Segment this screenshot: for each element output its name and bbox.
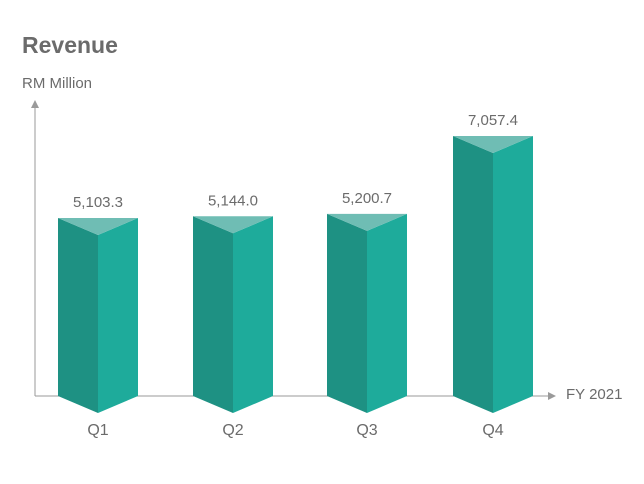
x-tick-label: Q1 bbox=[87, 422, 108, 439]
x-tick-label: Q2 bbox=[222, 422, 243, 439]
y-axis-arrow bbox=[31, 100, 39, 108]
bar-right-face bbox=[98, 218, 138, 413]
bar-top-cap bbox=[193, 216, 273, 234]
data-label: 5,103.3 bbox=[73, 194, 123, 211]
bar-left-face bbox=[193, 216, 233, 413]
bar: 5,144.0 Q2 bbox=[193, 192, 273, 439]
bar-right-face bbox=[233, 216, 273, 413]
y-axis-label: RM Million bbox=[22, 75, 93, 92]
x-axis-label: FY 2021 bbox=[566, 386, 623, 403]
bar-top-cap bbox=[327, 213, 407, 231]
data-label: 5,200.7 bbox=[342, 190, 392, 207]
bar-left-face bbox=[327, 213, 367, 413]
bar-left-face bbox=[58, 218, 98, 413]
bar-right-face bbox=[367, 213, 407, 413]
bar-top-cap bbox=[58, 218, 138, 235]
x-tick-label: Q4 bbox=[482, 422, 503, 439]
bar-right-face bbox=[493, 136, 533, 413]
bar-top-cap bbox=[453, 136, 533, 153]
bar: 7,057.4 Q4 bbox=[453, 112, 533, 439]
x-axis-arrow bbox=[548, 392, 556, 400]
bar-left-face bbox=[453, 136, 493, 413]
bars: 5,103.3 Q1 5,144.0 Q2 5,200.7 Q3 7,057.4 Q4 bbox=[58, 112, 533, 439]
data-label: 7,057.4 bbox=[468, 112, 518, 129]
x-tick-label: Q3 bbox=[356, 422, 377, 439]
chart-title: Revenue bbox=[22, 32, 118, 58]
bar: 5,103.3 Q1 bbox=[58, 194, 138, 439]
bar: 5,200.7 Q3 bbox=[327, 190, 407, 439]
data-label: 5,144.0 bbox=[208, 192, 258, 209]
